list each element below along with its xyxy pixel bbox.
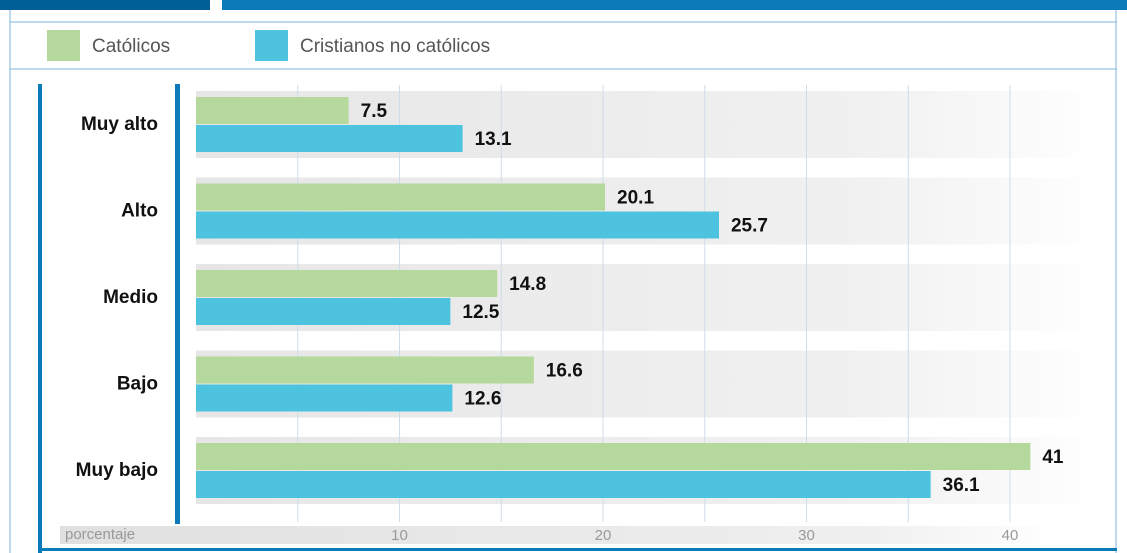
axis-band [60,526,1060,544]
x-tick-label: 10 [391,527,408,544]
frame-left [38,84,42,553]
value-label: 14.8 [509,274,546,295]
bands [196,91,1101,504]
legend-label: Católicos [92,36,170,57]
bar [196,125,463,152]
bar [196,97,349,124]
category-label: Bajo [117,374,158,395]
bar [196,384,453,412]
bar [196,211,719,239]
frame-bottom [38,548,1117,551]
value-label: 41 [1042,447,1064,468]
bar [196,471,931,498]
legend-swatch [255,30,288,61]
axis-line [175,84,180,524]
category-label: Muy bajo [76,460,158,481]
bar [196,270,498,297]
bar [196,183,606,211]
value-label: 13.1 [475,129,512,150]
value-label: 36.1 [943,475,980,496]
legend-label: Cristianos no católicos [300,36,490,57]
bar [196,298,451,325]
value-label: 20.1 [617,188,654,209]
category-label: Alto [121,201,158,222]
top-bar [0,0,210,10]
value-label: 16.6 [546,361,583,382]
value-label: 12.6 [464,389,501,410]
value-label: 7.5 [361,101,388,122]
x-tick-label: 20 [595,527,612,544]
value-label: 25.7 [731,216,768,237]
x-tick-label: 30 [798,527,815,544]
value-label: 12.5 [462,302,499,323]
bar [196,356,534,384]
legend-swatch [47,30,80,61]
category-label: Medio [103,287,158,308]
x-tick-label: 40 [1002,527,1019,544]
x-axis-label: porcentaje [65,526,135,543]
category-label: Muy alto [81,114,158,135]
top-bar [222,0,1127,10]
bar [196,443,1031,470]
